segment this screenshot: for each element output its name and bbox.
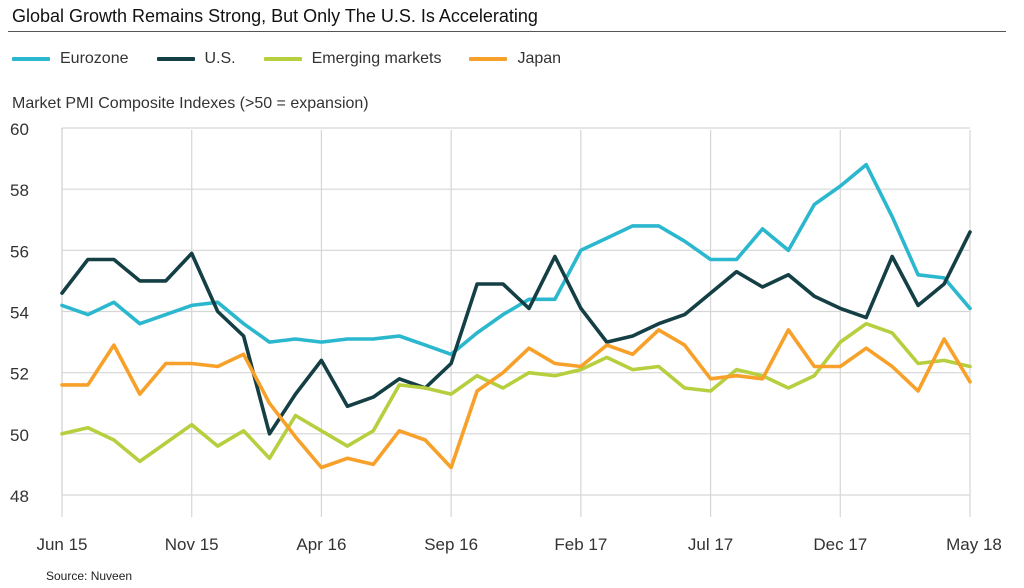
y-tick-label-58: 58 — [10, 181, 29, 200]
legend-swatch-u-s — [156, 57, 195, 61]
legend-label-japan: Japan — [517, 50, 562, 67]
x-tick-label-15: Sep 16 — [424, 535, 478, 554]
legend-swatch-emerging-markets — [263, 57, 302, 61]
series-line-eurozone — [60, 162, 972, 357]
y-tick-label-48: 48 — [10, 487, 29, 506]
x-tick-label-25: Jul 17 — [688, 535, 733, 554]
series-line-u-s — [60, 230, 972, 436]
y-tick-label-56: 56 — [10, 242, 29, 261]
legend-item-u-s: U.S. — [156, 50, 236, 68]
source-note: Source: Nuveen — [46, 569, 133, 583]
y-tick-label-54: 54 — [10, 304, 29, 323]
y-axis-label: Market PMI Composite Indexes (>50 = expa… — [12, 95, 369, 112]
x-tick-label-5: Nov 15 — [165, 535, 219, 554]
legend-label-eurozone: Eurozone — [60, 50, 129, 67]
x-tick-label-0: Jun 15 — [36, 535, 87, 554]
legend-label-emerging-markets: Emerging markets — [311, 50, 442, 67]
y-tick-label-52: 52 — [10, 365, 29, 384]
series-line-emerging-markets — [60, 321, 972, 464]
x-tick-label-20: Feb 17 — [554, 535, 607, 554]
x-tick-label-30: Dec 17 — [813, 535, 867, 554]
y-tick-label-60: 60 — [10, 120, 29, 139]
title-divider — [8, 31, 1006, 32]
legend-item-japan: Japan — [469, 50, 561, 68]
legend-item-eurozone: Eurozone — [12, 50, 129, 68]
legend-label-u-s: U.S. — [204, 50, 236, 67]
legend-item-emerging-markets: Emerging markets — [263, 50, 442, 68]
series-line-japan — [60, 328, 972, 470]
x-tick-label-35: May 18 — [946, 535, 1002, 554]
y-tick-label-50: 50 — [10, 426, 29, 445]
chart-legend: Eurozone U.S. Emerging markets Japan — [12, 50, 589, 68]
chart-title: Global Growth Remains Strong, But Only T… — [12, 6, 538, 26]
legend-swatch-eurozone — [12, 57, 50, 61]
legend-swatch-japan — [469, 57, 508, 61]
x-tick-label-10: Apr 16 — [296, 535, 346, 554]
